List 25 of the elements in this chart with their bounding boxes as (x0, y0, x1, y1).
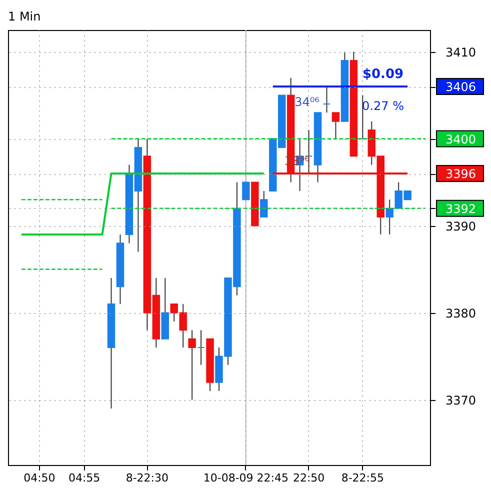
annotation: 34⁰⁶ (294, 95, 320, 109)
y-tick-label: 3380 (446, 306, 476, 320)
chart-title: 1 Min (8, 10, 41, 24)
candlestick (386, 199, 394, 235)
y-tick-label: 3390 (446, 219, 476, 234)
x-tick-label: 04:55 (68, 472, 100, 484)
x-tick-label: 8-22:30 (126, 472, 169, 484)
y-tick-label: 3370 (446, 393, 476, 408)
candlestick (332, 112, 340, 140)
x-tick-label: 8-22:55 (341, 472, 384, 484)
candlestick (260, 190, 268, 218)
annotation: $0.09 (362, 67, 404, 82)
annotation: 33⁹⁶ (284, 154, 310, 168)
y-tick-label: 3392 (446, 202, 476, 216)
y-tick-label: 3406 (446, 80, 476, 94)
y-tick-label: 3396 (446, 167, 476, 182)
x-tick-label: 22:50 (292, 472, 325, 484)
candlestick (242, 182, 250, 200)
candlestick (197, 330, 205, 366)
y-tick-label: 3400 (446, 132, 476, 146)
y-tick-label: 3410 (446, 45, 476, 60)
x-tick-label: 04:50 (24, 472, 56, 484)
candlestick (188, 330, 196, 400)
candlestick (322, 86, 331, 114)
x-tick-label: 10-08-09 22:45 (203, 472, 289, 484)
